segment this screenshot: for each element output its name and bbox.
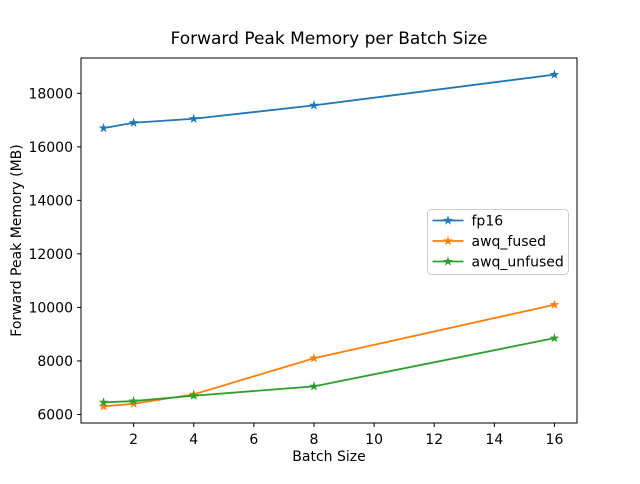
legend-marker-awq_fused [443, 235, 453, 246]
series-marker-awq_fused [128, 398, 139, 408]
series-marker-fp16 [309, 100, 319, 110]
legend-marker-fp16 [443, 215, 453, 225]
series-marker-awq_fused [309, 353, 319, 363]
series-marker-awq_fused [549, 299, 560, 309]
y-axis-label: Forward Peak Memory (MB) [9, 144, 25, 336]
plot-border [80, 57, 578, 424]
legend-label-fp16: fp16 [472, 214, 504, 230]
series-line-awq_unfused [103, 337, 555, 404]
series-line-awq_fused [103, 303, 555, 408]
x-tick-label: 4 [189, 432, 198, 448]
x-tick-label: 10 [365, 432, 383, 448]
plot-area: 2 4 6 8 10 12 14 16 6000 8000 10000 12000 14000 16000… [28, 57, 578, 448]
y-tick-label: 6000 [37, 407, 73, 423]
series-marker-awq_unfused [188, 390, 199, 400]
y-tick-label: 14000 [28, 193, 73, 209]
series-marker-awq_unfused [309, 381, 319, 391]
legend-label-awq_unfused: awq_unfused [472, 255, 564, 271]
series-line-fp16 [103, 73, 555, 129]
legend: fp16 awq_fused awq_unfused [427, 209, 569, 275]
x-tick-label: 8 [310, 432, 319, 448]
x-tick-label: 12 [425, 432, 443, 448]
series-marker-fp16 [549, 69, 560, 79]
series-marker-fp16 [188, 113, 199, 123]
legend-marker-awq_unfused [443, 256, 453, 266]
series-marker-awq_unfused [98, 397, 109, 407]
y-tick-label: 16000 [28, 140, 73, 156]
series-marker-awq_unfused [549, 332, 560, 343]
series-marker-fp16 [128, 117, 139, 127]
chart-title: Forward Peak Memory per Batch Size [171, 29, 488, 49]
series-marker-fp16 [98, 122, 109, 133]
x-tick-label: 16 [546, 432, 564, 448]
legend-label-awq_fused: awq_fused [472, 234, 547, 250]
legend-box [427, 209, 569, 275]
x-tick-label: 14 [485, 432, 503, 448]
x-tick-label: 6 [249, 432, 258, 448]
series-marker-awq_unfused [128, 395, 139, 406]
y-tick-label: 8000 [37, 354, 73, 370]
x-axis-label: Batch Size [292, 449, 365, 465]
series-marker-awq_fused [98, 401, 109, 411]
y-tick-label: 10000 [28, 300, 73, 316]
x-tick-label: 2 [129, 432, 138, 448]
y-tick-label: 18000 [28, 86, 73, 102]
y-tick-label: 12000 [28, 247, 73, 263]
